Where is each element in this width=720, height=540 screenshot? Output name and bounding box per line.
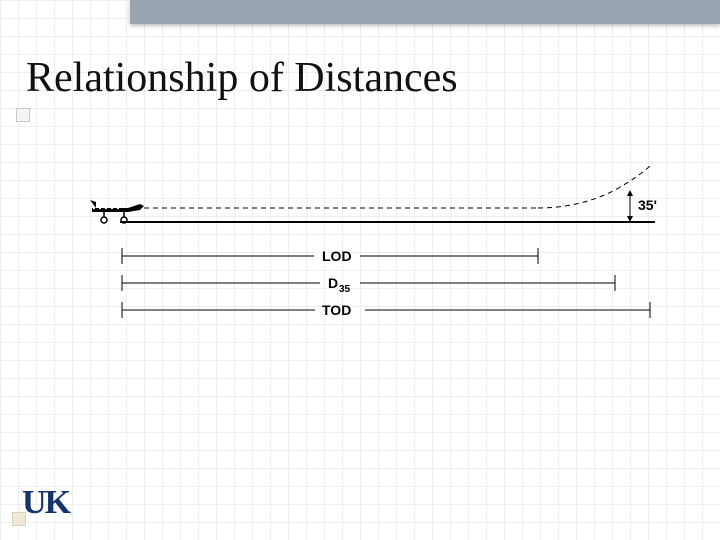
top-accent-bar bbox=[130, 0, 720, 24]
uk-logo: UK bbox=[22, 484, 69, 522]
logo-k: K bbox=[45, 484, 69, 521]
d35-label-main: D bbox=[328, 275, 338, 291]
title-bullet bbox=[16, 108, 30, 122]
tod-dimension: TOD bbox=[122, 302, 650, 318]
airplane-icon bbox=[90, 200, 144, 223]
logo-bullet bbox=[12, 512, 26, 526]
height-arrow: 35' bbox=[627, 190, 657, 222]
lod-label: LOD bbox=[322, 248, 352, 264]
lod-dimension: LOD bbox=[122, 248, 538, 264]
distance-diagram: 35' LOD D 35 TOD bbox=[60, 150, 660, 330]
d35-label-sub: 35 bbox=[339, 284, 351, 295]
tod-label: TOD bbox=[322, 302, 351, 318]
d35-dimension: D 35 bbox=[122, 275, 615, 295]
climb-path-dash bbox=[538, 164, 652, 208]
page-title: Relationship of Distances bbox=[26, 54, 458, 102]
height-label: 35' bbox=[638, 197, 657, 213]
